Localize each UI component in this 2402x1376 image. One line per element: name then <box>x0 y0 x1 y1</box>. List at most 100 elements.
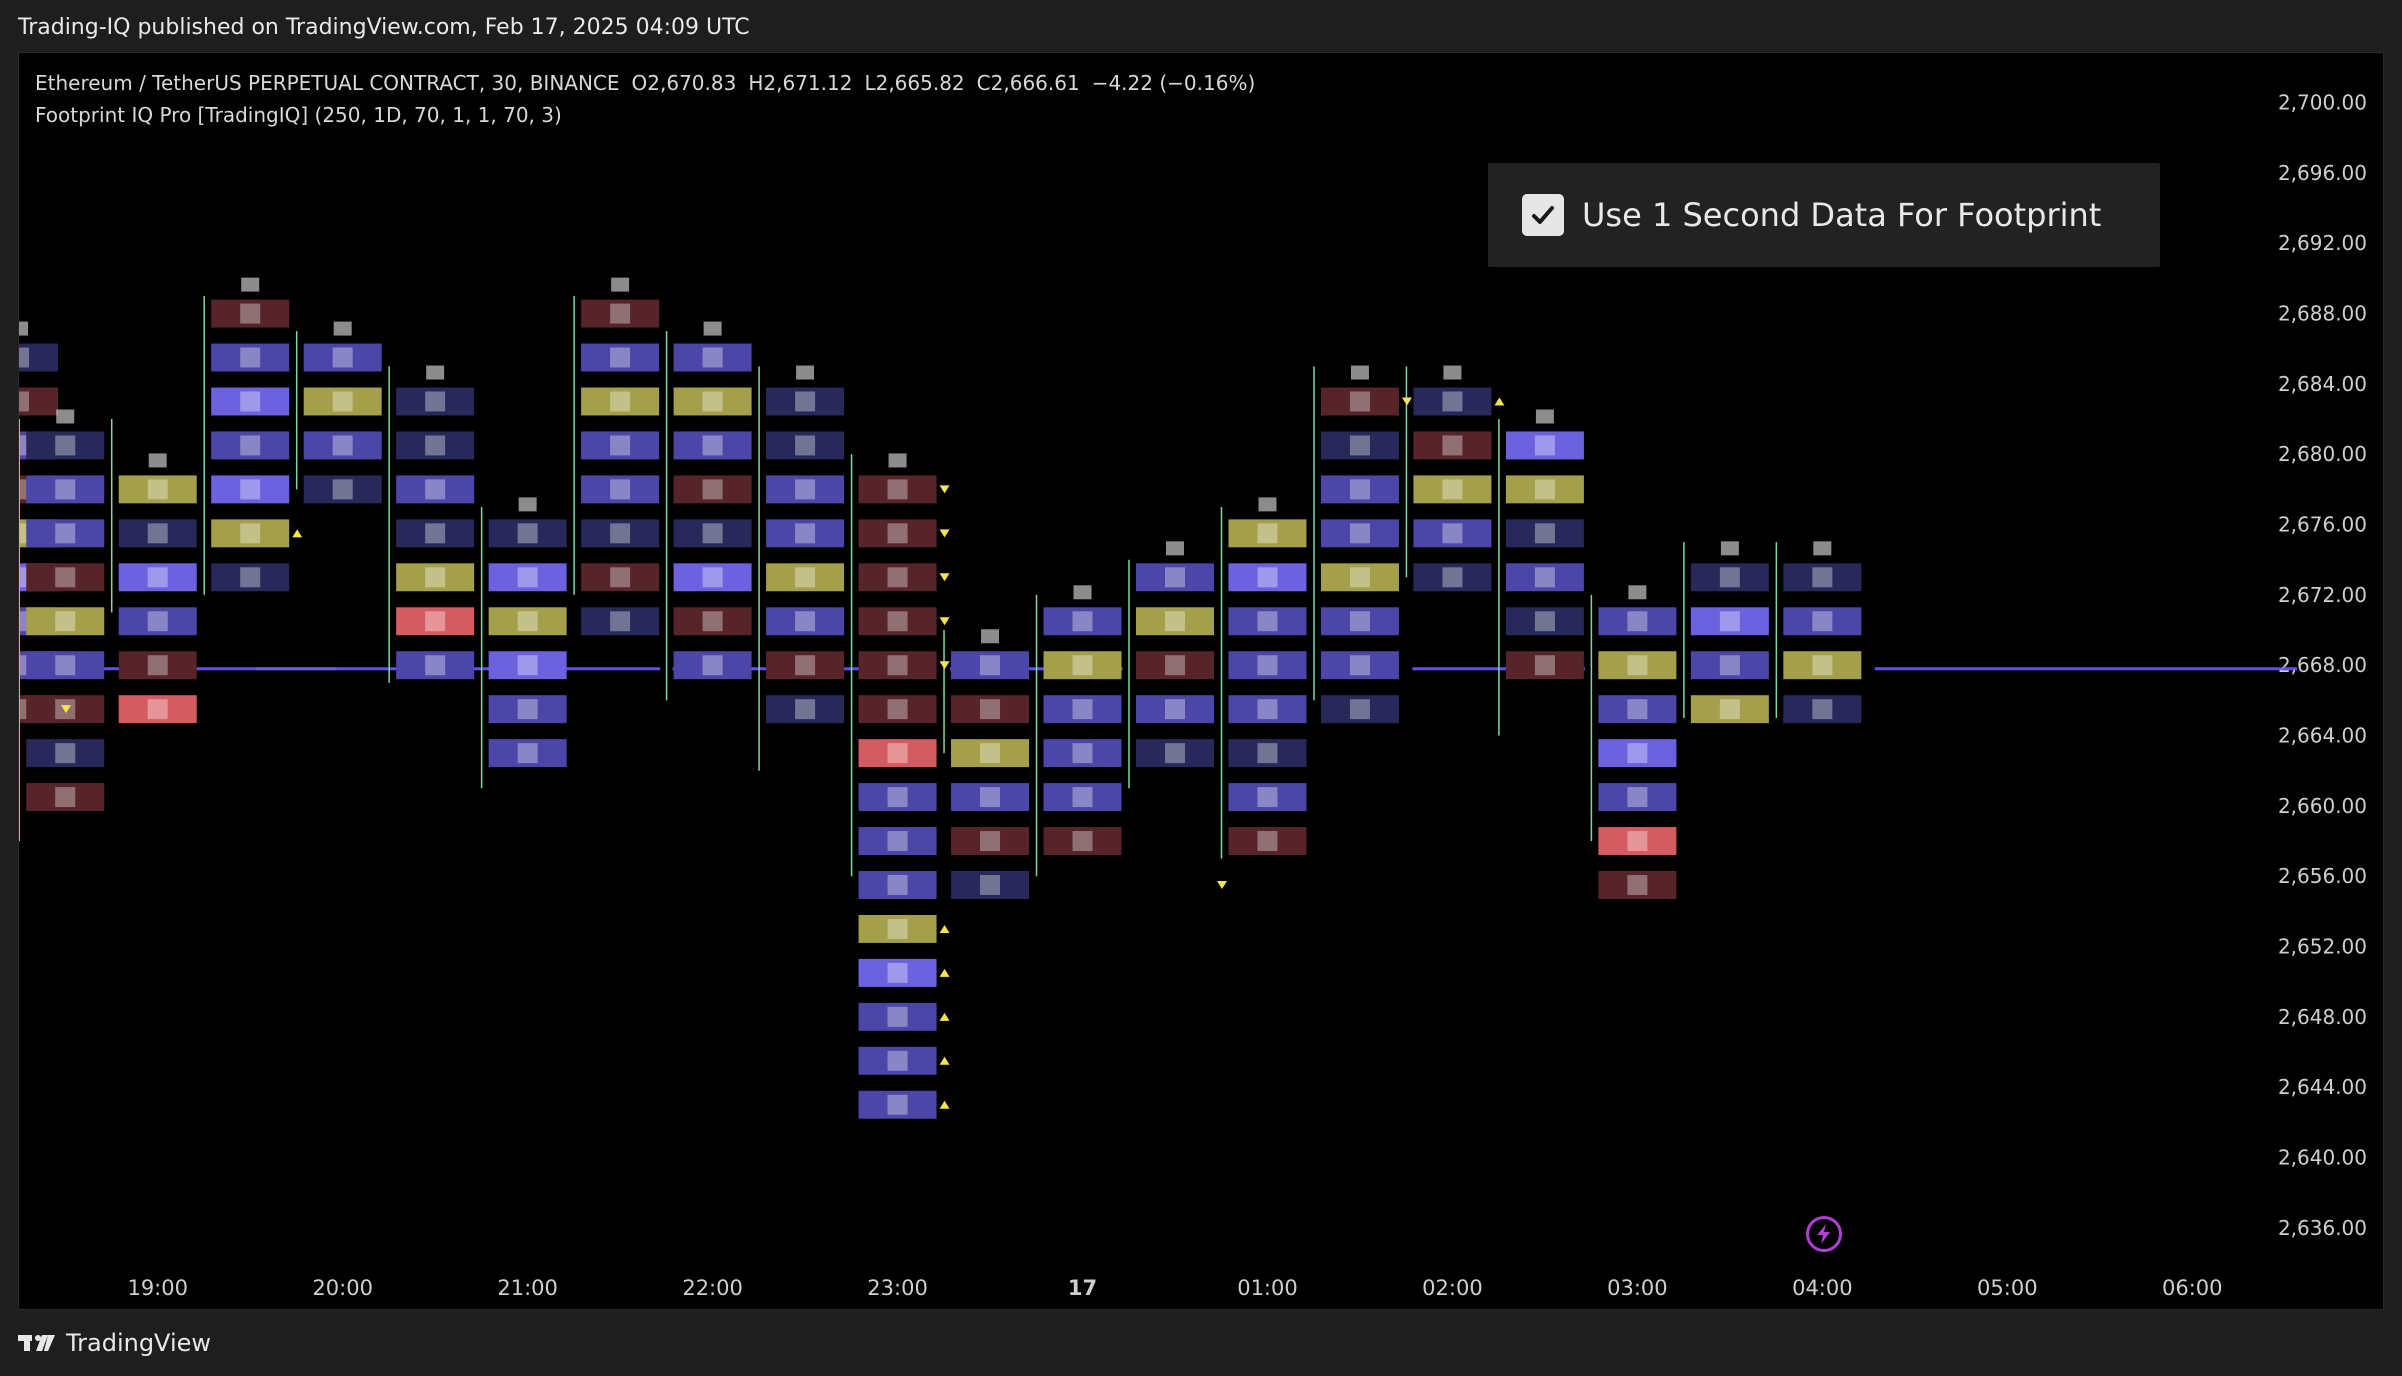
indicator-line[interactable]: Footprint IQ Pro [TradingIQ] (250, 1D, 7… <box>35 103 562 127</box>
footprint-cell <box>1043 739 1122 768</box>
footprint-cell <box>766 475 845 504</box>
footprint-cell-text <box>147 479 168 500</box>
up-marker <box>939 1012 950 1021</box>
footprint-cell-text <box>887 611 908 632</box>
tradingview-brand-text: TradingView <box>66 1329 212 1357</box>
footprint-cell <box>211 343 290 372</box>
y-tick-label: 2,644.00 <box>2278 1075 2367 1099</box>
footprint-cell <box>1228 651 1307 680</box>
footprint-cell <box>858 1090 937 1119</box>
footprint-cell-text <box>795 699 816 720</box>
footprint-cell-text <box>1534 523 1555 544</box>
footprint-cell-text <box>55 655 76 676</box>
footprint-cell <box>396 651 475 680</box>
candle-header-glyph <box>426 365 445 380</box>
footprint-cell-text <box>610 303 631 324</box>
footprint-cell-text <box>147 567 168 588</box>
footer-bar: TradingView <box>0 1310 2402 1376</box>
chart-area[interactable]: 2,700.00 2,696.00 2,692.00 2,688.00 2,684.00… <box>18 52 2384 1310</box>
footprint-cell-text <box>19 611 29 632</box>
footprint-cell-text <box>1534 655 1555 676</box>
tradingview-logo-icon <box>18 1335 55 1351</box>
footprint-cell-text <box>55 435 76 456</box>
footprint-cell <box>1413 475 1492 504</box>
footprint-cell-text <box>702 435 723 456</box>
footprint-cell-text <box>332 391 353 412</box>
symbol-name[interactable]: Ethereum / TetherUS PERPETUAL CONTRACT, … <box>35 71 620 95</box>
footprint-cell-text <box>795 523 816 544</box>
footprint-cell <box>1043 607 1122 636</box>
footprint-cell-text <box>425 435 446 456</box>
footprint-cell <box>858 607 937 636</box>
footprint-cell <box>1228 563 1307 592</box>
footprint-cell-text <box>887 831 908 852</box>
footprint-cell-text <box>887 1006 908 1027</box>
footprint-cell <box>673 431 752 460</box>
up-marker <box>1494 397 1505 406</box>
footprint-cell-text <box>1534 435 1555 456</box>
footprint-cell <box>951 695 1030 724</box>
footprint-cell-text <box>1349 523 1370 544</box>
footprint-cell <box>26 475 105 504</box>
footprint-cell-text <box>1812 655 1833 676</box>
footprint-cell-text <box>332 435 353 456</box>
footprint-setting-popup: Use 1 Second Data For Footprint <box>1488 163 2160 267</box>
footprint-cell-text <box>1812 567 1833 588</box>
footprint-cell-text <box>240 567 261 588</box>
x-tick-label: 01:00 <box>1237 1276 1298 1300</box>
footprint-cell <box>1228 783 1307 812</box>
footprint-cell-text <box>887 655 908 676</box>
one-second-data-checkbox[interactable] <box>1522 194 1564 236</box>
x-tick-label: 04:00 <box>1792 1276 1853 1300</box>
footprint-cell-text <box>517 567 538 588</box>
footprint-cell <box>1413 387 1492 416</box>
footprint-cell-text <box>887 567 908 588</box>
footprint-cell <box>1505 651 1584 680</box>
footprint-cell-text <box>1164 655 1185 676</box>
footprint-cell <box>1598 739 1677 768</box>
footprint-cell-text <box>887 479 908 500</box>
footprint-cell-text <box>1534 611 1555 632</box>
candle-header-glyph <box>333 321 352 336</box>
footprint-cell-text <box>1719 699 1740 720</box>
footprint-cell-text <box>240 391 261 412</box>
footprint-cell-text <box>887 699 908 720</box>
down-marker <box>939 573 950 582</box>
footprint-cell-text <box>55 523 76 544</box>
footprint-cell-text <box>610 611 631 632</box>
footprint-chart[interactable]: 2,700.00 2,696.00 2,692.00 2,688.00 2,684.00… <box>19 53 2385 1311</box>
tradingview-brand[interactable]: TradingView <box>18 1329 211 1357</box>
footprint-cell-text <box>795 567 816 588</box>
footprint-cell <box>118 607 197 636</box>
footprint-cell-text <box>1627 655 1648 676</box>
footprint-cell <box>1690 607 1769 636</box>
footprint-cell-text <box>19 391 29 412</box>
footprint-cell <box>1320 387 1399 416</box>
y-tick-label: 2,696.00 <box>2278 161 2367 185</box>
footprint-cell <box>26 519 105 548</box>
footprint-cell-text <box>425 479 446 500</box>
footprint-cell-text <box>1349 479 1370 500</box>
footprint-cell-text <box>1719 567 1740 588</box>
footprint-cell <box>1598 827 1677 856</box>
footprint-cell <box>1320 607 1399 636</box>
up-marker <box>939 1100 950 1109</box>
footprint-cell-text <box>980 831 1001 852</box>
candle-header-glyph <box>1258 497 1277 512</box>
footprint-cell-text <box>887 1094 908 1115</box>
footprint-cell <box>1135 607 1214 636</box>
candle-header-glyph <box>1350 365 1369 380</box>
footprint-cell-text <box>887 523 908 544</box>
chart-legend: Ethereum / TetherUS PERPETUAL CONTRACT, … <box>35 67 1267 131</box>
footprint-cell <box>581 387 660 416</box>
footprint-cell <box>1598 871 1677 899</box>
footprint-cell-text <box>887 962 908 983</box>
flash-icon[interactable] <box>1806 1216 1842 1252</box>
footprint-cell-text <box>610 567 631 588</box>
candle-header-glyph <box>1628 585 1647 600</box>
footprint-cell <box>211 387 290 416</box>
footprint-cell-text <box>1257 743 1278 764</box>
x-tick-label: 22:00 <box>682 1276 743 1300</box>
footprint-cell <box>1505 519 1584 548</box>
y-tick-label: 2,676.00 <box>2278 513 2367 537</box>
